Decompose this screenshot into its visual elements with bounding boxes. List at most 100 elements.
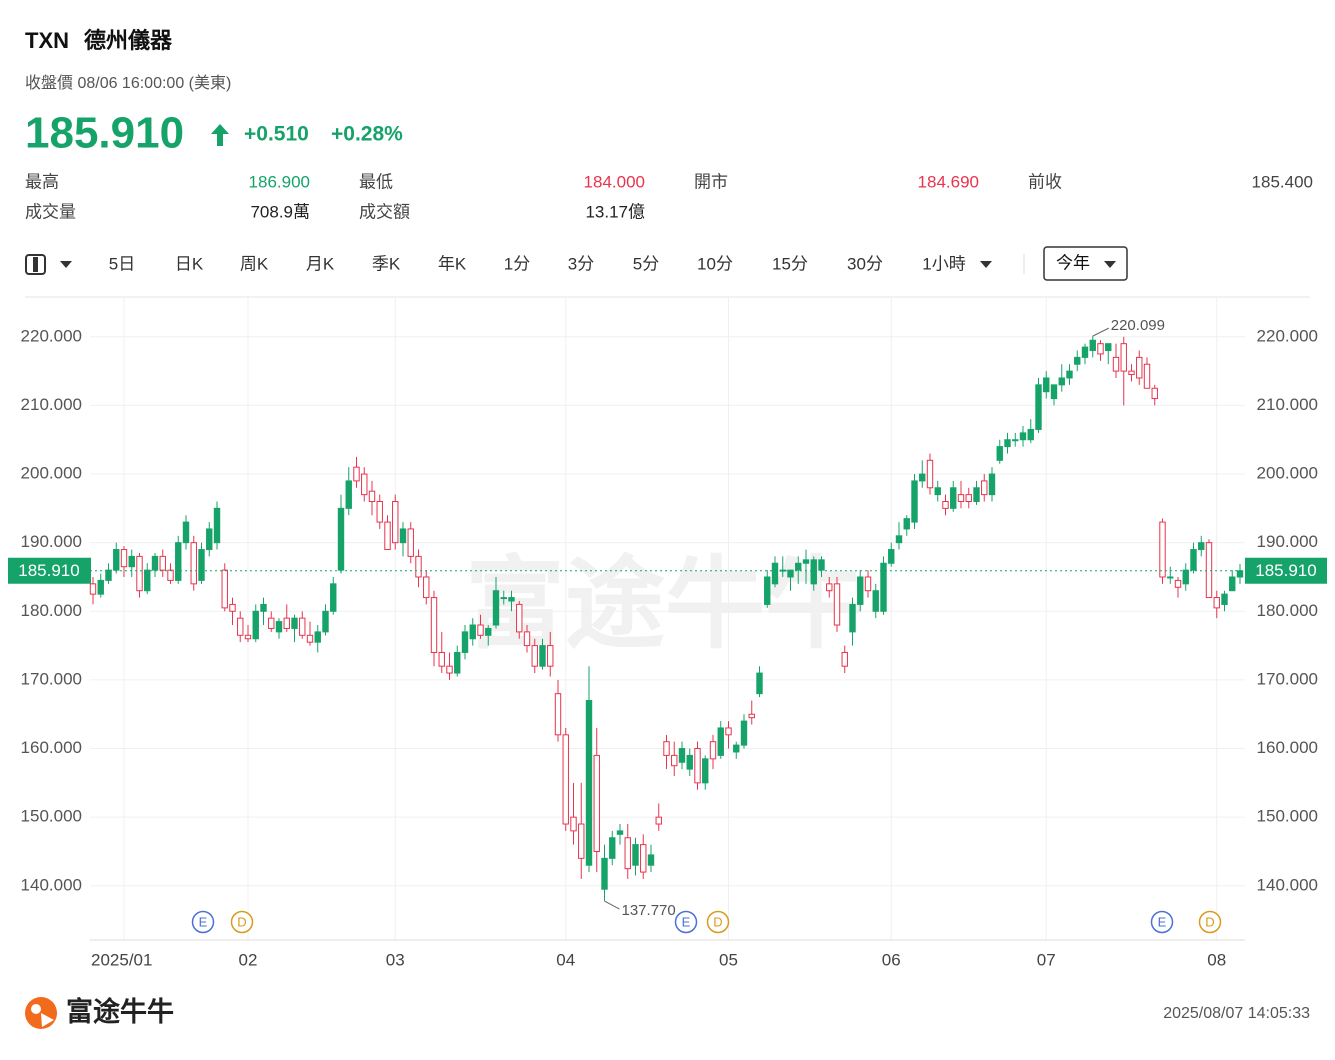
candle-body: [795, 562, 802, 571]
candle-body: [756, 672, 763, 695]
x-tick-label: 08: [1207, 950, 1226, 969]
candle-body: [1043, 377, 1050, 393]
candle-body: [787, 569, 794, 578]
candle-body: [423, 576, 430, 599]
footer-logo: [25, 997, 57, 1029]
candle-body: [926, 459, 934, 489]
candle-body: [221, 569, 228, 609]
candle-body: [1151, 387, 1158, 400]
candle-body: [895, 535, 903, 544]
candle-body: [1143, 363, 1151, 389]
candle-body: [833, 583, 841, 626]
candle-body: [570, 816, 577, 832]
x-tick-label: 06: [882, 950, 901, 969]
candle-body: [1174, 579, 1182, 588]
y2-tick-label: 220.000: [1257, 326, 1318, 345]
x-tick-label: 04: [556, 950, 575, 969]
event-label: D: [1205, 914, 1214, 929]
candle-body: [1120, 343, 1127, 372]
candle-body: [1213, 597, 1220, 609]
candle-body: [1105, 343, 1112, 352]
stat-label: 最高: [25, 172, 59, 191]
candle-body: [632, 844, 639, 866]
change: +0.510: [244, 123, 309, 146]
event-marker[interactable]: [230, 910, 254, 934]
candle-body: [849, 603, 856, 633]
candle-body: [446, 665, 453, 674]
stat-label: 成交量: [25, 202, 76, 221]
high-leader: [1092, 327, 1109, 337]
event-marker[interactable]: [191, 910, 215, 934]
period-button[interactable]: 3分: [568, 254, 594, 273]
y-tick-label: 170.000: [21, 669, 82, 688]
candle-body: [120, 549, 128, 568]
candle-body: [492, 590, 500, 626]
period-button[interactable]: 1分: [504, 254, 530, 273]
candle-body: [1236, 570, 1244, 578]
candle-body: [663, 741, 670, 756]
range-selected[interactable]: 今年: [1056, 253, 1090, 272]
y2-tick-label: 160.000: [1257, 738, 1318, 757]
candle-body: [694, 748, 701, 784]
y-tick-label: 200.000: [21, 464, 82, 483]
candle-body: [260, 603, 267, 612]
candle-body: [578, 823, 585, 859]
event-marker[interactable]: [1150, 910, 1174, 934]
period-button[interactable]: 日K: [175, 254, 204, 273]
dropdown-caret[interactable]: [60, 261, 72, 268]
period-button[interactable]: 30分: [847, 254, 883, 273]
candle-body: [314, 631, 321, 643]
period-button[interactable]: 周K: [240, 254, 269, 273]
candle-body: [399, 528, 407, 544]
y-tick-label: 210.000: [21, 395, 82, 414]
candle-body: [1019, 432, 1027, 441]
y2-tick-label: 180.000: [1257, 601, 1318, 620]
range-caret: [1104, 261, 1116, 268]
candle-body: [826, 583, 833, 592]
period-button[interactable]: 月K: [306, 254, 335, 273]
candle-body: [733, 744, 740, 753]
period-button[interactable]: 5日: [109, 254, 135, 273]
candle-body: [678, 748, 686, 763]
candle-body: [981, 480, 988, 496]
candle-body: [198, 549, 205, 581]
event-marker[interactable]: [706, 910, 730, 934]
period-button[interactable]: 10分: [697, 254, 733, 273]
y-tick-label: 160.000: [21, 738, 82, 757]
candle-body: [213, 507, 221, 544]
period-button[interactable]: 15分: [772, 254, 808, 273]
period-button[interactable]: 季K: [372, 254, 401, 273]
last-price-label: 185.910: [18, 561, 79, 580]
y2-tick-label: 190.000: [1257, 532, 1318, 551]
period-button[interactable]: 1小時: [922, 254, 965, 273]
candle-body: [469, 624, 476, 640]
stat-value: 185.400: [1252, 172, 1313, 191]
event-label: E: [682, 914, 691, 929]
x-tick-label: 2025/01: [91, 950, 152, 969]
chart-type-icon[interactable]: [25, 254, 46, 275]
candle-body: [175, 542, 182, 581]
y2-tick-label: 150.000: [1257, 807, 1318, 826]
candle-body: [547, 645, 554, 667]
range-select[interactable]: [1043, 246, 1128, 281]
candle-body: [306, 634, 314, 643]
candle-body: [516, 603, 523, 633]
event-marker[interactable]: [674, 910, 698, 934]
period-button[interactable]: 5分: [633, 254, 659, 273]
candle-body: [601, 857, 608, 890]
last-price-label-right: 185.910: [1255, 561, 1316, 580]
chart-type-icon-bar: [33, 257, 38, 272]
candle-body: [1205, 542, 1213, 599]
candle-body: [384, 521, 391, 551]
period-button[interactable]: 年K: [438, 254, 467, 273]
event-marker[interactable]: [1198, 910, 1222, 934]
event-label: E: [199, 914, 208, 929]
candle-body: [128, 555, 135, 568]
candle-body: [1221, 593, 1228, 605]
candle-body: [554, 693, 562, 736]
event-label: D: [713, 914, 722, 929]
candle-body: [268, 617, 275, 629]
candle-body: [97, 579, 104, 595]
candle-body: [1190, 549, 1197, 571]
